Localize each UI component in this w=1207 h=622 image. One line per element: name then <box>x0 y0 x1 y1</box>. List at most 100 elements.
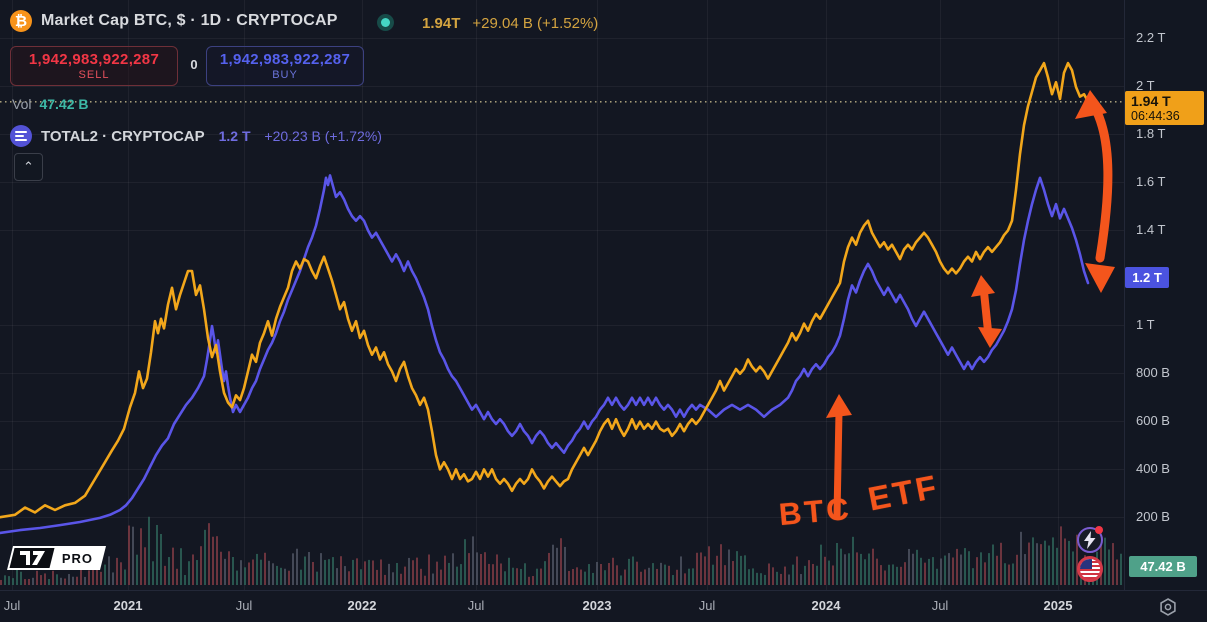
volume-bar <box>244 567 246 585</box>
volume-bar <box>456 566 458 585</box>
volume-bar <box>408 557 410 585</box>
time-axis-label: Jul <box>235 598 253 613</box>
last-price-badge-value: 1.94 T <box>1131 93 1171 109</box>
buy-button[interactable]: 1,942,983,922,287 BUY <box>206 46 364 86</box>
volume-bar <box>1064 538 1066 585</box>
btc-etf-annotation-text[interactable]: BTC <box>777 490 854 533</box>
volume-bar <box>728 549 730 585</box>
volume-bar <box>744 555 746 585</box>
volume-bar <box>444 555 446 585</box>
volume-bar <box>52 570 54 585</box>
volume-bar <box>148 516 150 585</box>
sell-button[interactable]: 1,942,983,922,287 SELL <box>10 46 178 86</box>
volume-bar <box>812 563 814 585</box>
volume-bar <box>496 554 498 585</box>
volume-bar <box>276 565 278 585</box>
volume-bar <box>880 565 882 585</box>
volume-bar <box>1020 531 1022 585</box>
volume-bar <box>636 561 638 585</box>
volume-bar <box>556 547 558 585</box>
volume-bar <box>484 552 486 585</box>
tradingview-logo-icon <box>7 546 59 570</box>
volume-bar <box>480 553 482 585</box>
volume-bar <box>996 555 998 585</box>
volume-bar <box>624 569 626 585</box>
volume-bar <box>512 567 514 585</box>
volume-bar <box>476 552 478 585</box>
total2-quote: 1.2 T +20.23 B (+1.72%) <box>219 128 382 144</box>
volume-bar <box>688 568 690 585</box>
volume-bar <box>632 556 634 585</box>
volume-bar <box>964 548 966 585</box>
volume-bar <box>840 548 842 585</box>
spread-value: 0 <box>190 57 198 72</box>
volume-bar <box>768 563 770 585</box>
time-axis-label: Jul <box>698 598 716 613</box>
volume-bar <box>1044 540 1046 585</box>
volume-bar <box>1008 564 1010 585</box>
volume-bar <box>168 557 170 585</box>
volume-bar <box>120 562 122 585</box>
volume-bar <box>164 565 166 585</box>
time-axis-label: 2024 <box>811 598 841 613</box>
time-axis-label: 2025 <box>1043 598 1073 613</box>
volume-bar <box>432 573 434 585</box>
volume-bar <box>792 564 794 585</box>
volume-bar <box>712 564 714 585</box>
drawn-arrow-annotation[interactable] <box>980 288 992 335</box>
symbol-legend[interactable]: ₿ Market Cap BTC, $ · 1D · CRYPTOCAP <box>10 10 338 32</box>
volume-bar <box>448 562 450 585</box>
price-axis-label: 200 B <box>1136 509 1170 524</box>
volume-bar <box>848 553 850 585</box>
volume-bar <box>516 568 518 585</box>
tradingview-pro-logo[interactable]: PRO <box>7 546 107 570</box>
volume-bar <box>648 567 650 585</box>
volume-bar <box>212 536 214 585</box>
volume-bar <box>112 572 114 585</box>
volume-bar <box>596 561 598 585</box>
market-status-dot-icon[interactable] <box>377 14 394 31</box>
total2-price-badge: 1.2 T <box>1125 267 1169 288</box>
volume-bar <box>612 557 614 585</box>
volume-bar <box>1112 543 1114 585</box>
volume-bar <box>136 554 138 585</box>
volume-bar <box>88 570 90 585</box>
countdown-timer: 06:44:36 <box>1131 109 1180 123</box>
volume-bar <box>684 573 686 585</box>
volume-bar <box>924 562 926 585</box>
volume-bar <box>592 572 594 585</box>
price-axis-label: 1.8 T <box>1136 126 1166 141</box>
time-axis[interactable]: Jul 2021 Jul 2022 Jul 2023 Jul 2024 Jul 2025 <box>0 590 1207 622</box>
price-axis-label: 2.2 T <box>1136 30 1166 45</box>
volume-bar <box>844 554 846 585</box>
volume-bar <box>656 568 658 585</box>
volume-bar <box>284 568 286 585</box>
us-flag-icon[interactable] <box>1077 556 1103 582</box>
volume-bar <box>1052 537 1054 585</box>
volume-bar <box>900 566 902 585</box>
volume-bar <box>540 568 542 585</box>
volume-bar <box>232 556 234 585</box>
volume-bar <box>8 576 10 585</box>
volume-bar <box>852 536 854 585</box>
hexagon-settings-icon[interactable] <box>1155 594 1181 620</box>
drawn-arrow-annotation[interactable] <box>833 408 843 519</box>
boost-lightning-button[interactable] <box>1077 526 1103 553</box>
total2-change: +20.23 B (+1.72%) <box>264 128 382 144</box>
volume-bar <box>956 548 958 585</box>
volume-bar <box>24 579 26 585</box>
volume-bar <box>316 571 318 585</box>
volume-bar <box>464 539 466 585</box>
volume-legend[interactable]: Vol 47.42 B <box>12 96 89 112</box>
collapse-pane-button[interactable]: ⌃ <box>14 153 43 181</box>
volume-bar <box>92 568 94 585</box>
volume-bar <box>320 553 322 585</box>
drawn-arrow-annotation[interactable] <box>1089 101 1113 263</box>
volume-bar <box>404 566 406 585</box>
volume-bar <box>440 569 442 585</box>
total2-legend[interactable]: TOTAL2 · CRYPTOCAP 1.2 T +20.23 B (+1.72… <box>10 125 382 147</box>
volume-bar <box>1040 544 1042 585</box>
volume-bar <box>76 576 78 585</box>
